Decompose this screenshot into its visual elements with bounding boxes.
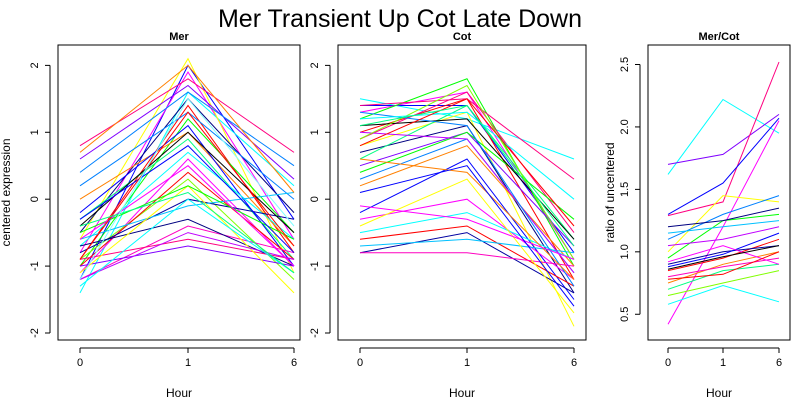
series-line <box>359 238 575 254</box>
series-line <box>79 238 295 260</box>
series-line <box>359 84 575 260</box>
series-line <box>360 252 575 267</box>
series-line <box>359 232 575 294</box>
x-tick-label: 6 <box>291 357 297 369</box>
y-tick-label: 2 <box>29 62 41 68</box>
series-line <box>359 111 575 200</box>
y-tick-label: 1.5 <box>619 182 631 197</box>
series-line <box>79 64 295 193</box>
x-tick-label: 1 <box>464 357 470 369</box>
series-line <box>359 225 575 287</box>
x-axis-label: Hour <box>706 386 732 400</box>
series-line <box>359 78 575 267</box>
y-tick-label: 2 <box>309 62 321 68</box>
series-line <box>667 117 780 215</box>
series-line <box>359 104 575 247</box>
y-tick-label: 2.0 <box>619 119 631 134</box>
series-line <box>667 113 780 165</box>
series-line <box>359 158 575 280</box>
series-line <box>667 284 780 305</box>
panel-title: Mer/Cot <box>699 31 740 43</box>
series-line <box>79 185 295 240</box>
series-line <box>79 225 295 280</box>
y-tick-label: 2.5 <box>619 57 631 72</box>
series-line <box>667 207 780 228</box>
series-line <box>667 226 780 247</box>
x-tick-label: 6 <box>571 357 577 369</box>
y-tick-label: -1 <box>29 261 41 271</box>
series-line <box>667 98 780 175</box>
x-tick-label: 0 <box>77 357 83 369</box>
series-line <box>79 232 295 280</box>
x-tick-label: 0 <box>357 357 363 369</box>
series-line <box>667 232 780 268</box>
x-tick-label: 0 <box>665 357 671 369</box>
y-tick-label: -2 <box>29 328 41 338</box>
y-tick-label: -1 <box>309 261 321 271</box>
series-line <box>79 245 295 267</box>
y-axis-label: centered expression <box>0 138 13 246</box>
series-line <box>667 238 780 272</box>
series-line <box>667 195 780 253</box>
y-tick-label: 0.5 <box>619 307 631 322</box>
series-line <box>359 131 575 274</box>
series-line <box>359 98 575 160</box>
series-line <box>667 195 780 240</box>
figure-title: Mer Transient Up Cot Late Down <box>218 5 582 33</box>
panel-title: Cot <box>453 31 472 43</box>
y-tick-label: 1 <box>29 129 41 135</box>
series-line <box>667 245 780 265</box>
y-tick-label: -2 <box>309 328 321 338</box>
series-line <box>79 78 295 153</box>
y-tick-label: 0 <box>309 196 321 202</box>
x-tick-label: 1 <box>720 357 726 369</box>
series-line <box>359 131 575 220</box>
y-tick-label: 1.0 <box>619 244 631 259</box>
panel-mer: Mer Hour centered expression 0 1 6 -2 -1 0 1 2 <box>0 31 301 400</box>
series-line <box>359 131 575 247</box>
plot-frame <box>337 44 587 341</box>
x-tick-label: 1 <box>185 357 191 369</box>
series-line <box>359 98 575 227</box>
panel-mer-cot: Mer/Cot Hour ratio of uncentered 0 1 6 0.5 1… <box>603 31 791 400</box>
series-line <box>667 61 780 217</box>
series-line <box>79 124 295 267</box>
panel-cot: Cot Hour 0 1 6 -2 -1 0 1 2 <box>309 31 587 400</box>
series-line <box>79 104 295 260</box>
x-axis-label: Hour <box>449 386 475 400</box>
plot-frame <box>647 44 791 341</box>
x-axis-label: Hour <box>166 386 192 400</box>
series-line <box>79 198 295 287</box>
series-line <box>359 198 575 280</box>
series-line <box>359 165 575 307</box>
series-line <box>79 97 295 280</box>
y-tick-label: 1 <box>309 129 321 135</box>
series-line <box>79 84 295 180</box>
y-tick-label: 0 <box>29 196 41 202</box>
x-tick-label: 6 <box>776 357 782 369</box>
series-line <box>667 245 780 265</box>
series-line <box>667 263 780 290</box>
series-line <box>359 205 575 260</box>
y-axis-label: ratio of uncentered <box>603 142 617 242</box>
plot-frame <box>57 44 301 341</box>
series-line <box>667 270 780 296</box>
series-line <box>667 251 780 280</box>
series-line <box>667 245 780 270</box>
series-line <box>79 111 295 260</box>
series-line <box>667 257 780 278</box>
series-line <box>79 91 295 173</box>
panel-title: Mer <box>169 31 189 43</box>
series-line <box>667 220 780 234</box>
series-line <box>79 57 295 274</box>
series-line <box>79 192 295 240</box>
series-line <box>79 145 295 254</box>
series-line <box>359 145 575 267</box>
series-line <box>79 191 295 274</box>
series-line <box>667 251 780 284</box>
